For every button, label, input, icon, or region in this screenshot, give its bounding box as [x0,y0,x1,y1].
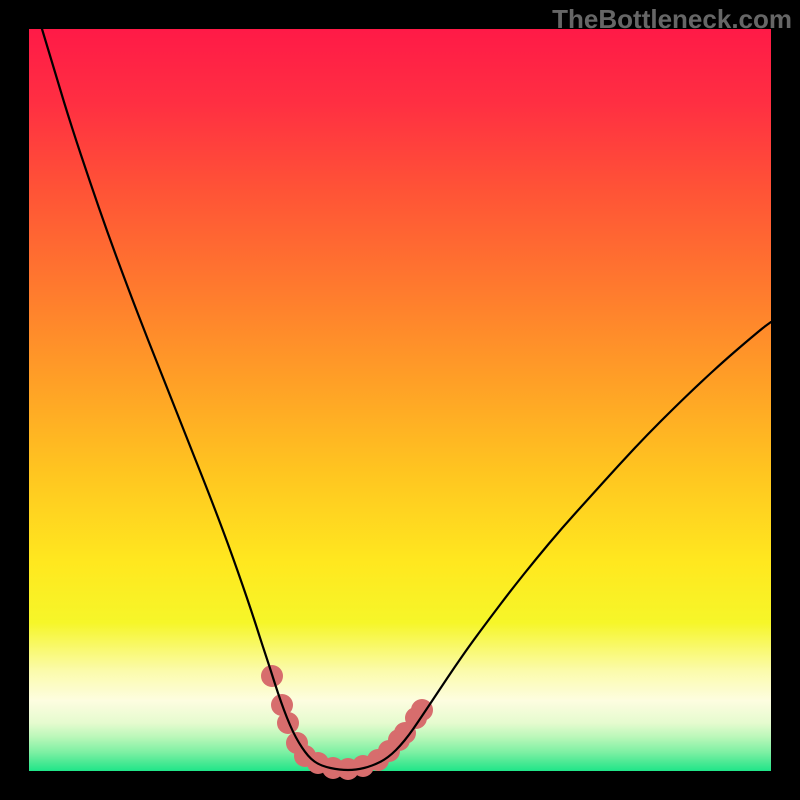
plot-svg [0,0,800,800]
chart-canvas: TheBottleneck.com [0,0,800,800]
curve-path [42,29,771,770]
watermark-text: TheBottleneck.com [552,4,792,35]
dots-group [261,665,433,780]
